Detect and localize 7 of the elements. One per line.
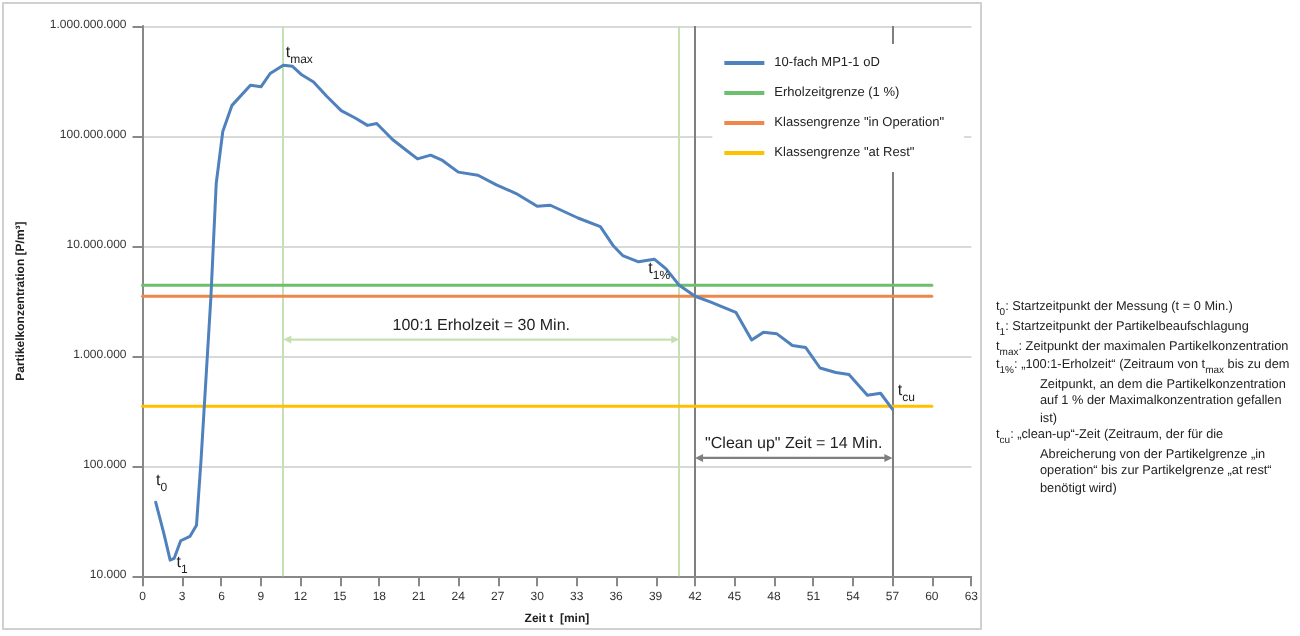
annotation: "Clean up" Zeit = 14 Min. [705,433,883,452]
annotation: t$_{1}$ [176,553,188,577]
annotation: 100:1 Erholzeit = 30 Min. [392,315,570,334]
annotation: t$_{0}$ [156,471,168,495]
annotation: t$_{1%}$ [648,258,671,282]
annotation: t$_{max}$ [285,42,313,66]
annotation: t$_{cu}$ [897,380,915,404]
